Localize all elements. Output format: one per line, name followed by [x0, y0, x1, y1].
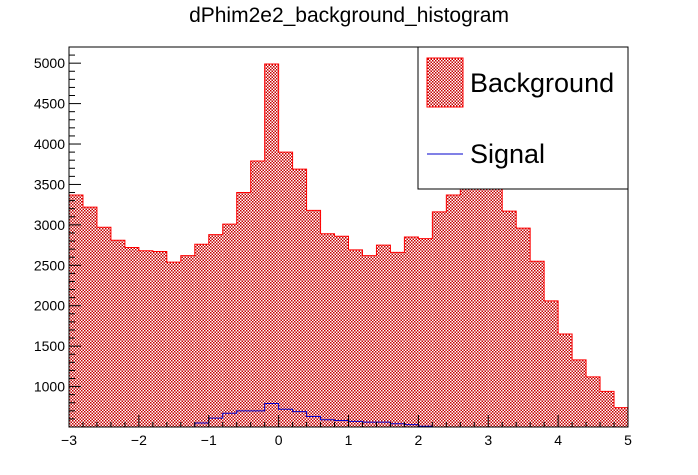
background-bar [69, 194, 83, 427]
background-bar [390, 252, 405, 427]
background-bar [292, 169, 307, 427]
background-bar [516, 228, 531, 427]
x-tick-label: 3 [484, 432, 492, 448]
legend-signal-label: Signal [470, 139, 545, 169]
background-bar [306, 210, 321, 427]
background-bar [250, 161, 265, 427]
y-tick-label: 5000 [34, 55, 65, 71]
background-bar [614, 407, 628, 427]
background-bar [460, 187, 475, 427]
chart-title: dPhim2e2_background_histogram [189, 4, 509, 27]
background-bar [544, 300, 559, 427]
background-bar [558, 334, 573, 427]
background-bar [110, 240, 125, 427]
y-tick-label: 3500 [34, 176, 65, 192]
background-bar [320, 233, 335, 427]
background-bar [208, 234, 223, 427]
background-bar [530, 261, 545, 427]
background-bar [180, 255, 195, 427]
background-bar [362, 255, 377, 427]
background-bar [348, 249, 363, 427]
background-bar [334, 236, 349, 427]
background-bar [432, 211, 447, 427]
background-bar [278, 152, 293, 427]
background-bar [96, 227, 111, 427]
x-tick-label: 1 [345, 432, 353, 448]
y-tick-label: 3000 [34, 217, 65, 233]
legend-background-label: Background [470, 68, 614, 98]
legend: Background Signal [417, 46, 629, 190]
background-outline [68, 63, 629, 427]
y-tick-label: 2000 [34, 298, 65, 314]
background-bar [404, 237, 419, 427]
axes: −3 −2 −1 0 1 2 3 4 5 1000 1500 2000 2500 3000 3500 4000… [34, 46, 632, 448]
background-bar [502, 211, 517, 427]
x-tick-label: −3 [61, 432, 77, 448]
background-bar [82, 207, 97, 427]
background-bar [586, 376, 601, 427]
background-bar [166, 262, 181, 427]
x-tick-label: 0 [275, 432, 283, 448]
y-tick-label: 1500 [34, 338, 65, 354]
background-bar [264, 63, 279, 427]
x-tick-label: 5 [624, 432, 632, 448]
legend-background-swatch [426, 57, 464, 108]
y-tick-label: 4500 [34, 96, 65, 112]
background-bars [68, 63, 629, 427]
background-bar [194, 244, 209, 427]
background-bar [152, 251, 167, 427]
y-tick-label: 4000 [34, 136, 65, 152]
x-tick-label: 4 [554, 432, 562, 448]
background-bar [446, 194, 461, 427]
background-bar [236, 192, 251, 427]
background-bar [418, 238, 433, 427]
background-bar [474, 182, 489, 427]
y-tick-label: 1000 [34, 379, 65, 395]
background-bar [124, 247, 139, 427]
background-bar [376, 245, 391, 427]
background-bar [572, 359, 587, 427]
background-bar [600, 391, 615, 427]
background-bar [488, 184, 503, 427]
x-tick-label: −1 [201, 432, 217, 448]
y-tick-label: 2500 [34, 257, 65, 273]
x-tick-label: 2 [414, 432, 422, 448]
background-bar [138, 250, 153, 427]
x-tick-label: −2 [131, 432, 147, 448]
background-bar [222, 224, 237, 427]
